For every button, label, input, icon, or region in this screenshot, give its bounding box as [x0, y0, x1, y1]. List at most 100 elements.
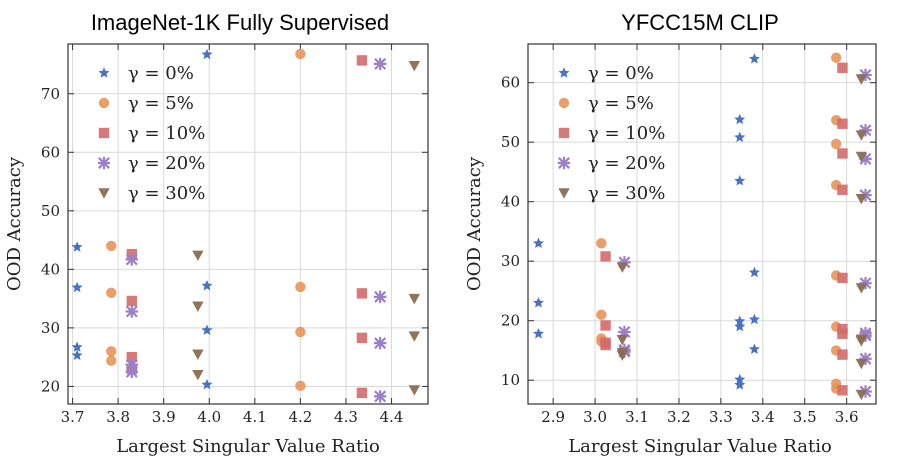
- x-tick-label: 2.9: [541, 408, 565, 426]
- chart-title: YFCC15M CLIP: [621, 10, 779, 35]
- x-tick-label: 3.5: [793, 408, 817, 426]
- data-point: [748, 266, 760, 278]
- data-point: [837, 62, 848, 74]
- legend-marker: [558, 188, 570, 199]
- x-axis-label: Largest Singular Value Ratio: [116, 436, 380, 457]
- data-point: [373, 336, 387, 350]
- data-point: [356, 332, 368, 344]
- data-point: [356, 55, 368, 66]
- x-tick-label: 4.1: [243, 408, 267, 426]
- data-point: [859, 124, 872, 137]
- data-point: [616, 350, 629, 361]
- data-point: [192, 349, 204, 360]
- x-axis-label: Largest Singular Value Ratio: [568, 436, 832, 457]
- x-tick-label: 3.8: [106, 408, 130, 426]
- data-point: [532, 237, 544, 249]
- data-point: [125, 358, 138, 371]
- y-tick-label: 30: [41, 319, 60, 337]
- y-tick-label: 40: [41, 260, 60, 278]
- data-point: [126, 351, 137, 363]
- data-point: [408, 385, 421, 396]
- legend-marker: [98, 67, 110, 78]
- data-point: [734, 315, 746, 326]
- data-point: [106, 346, 117, 357]
- data-point: [71, 281, 83, 293]
- data-point: [859, 152, 872, 166]
- data-point: [532, 327, 544, 339]
- data-point: [734, 320, 746, 332]
- y-tick-label: 20: [501, 312, 520, 330]
- x-tick-label: 3.2: [667, 408, 691, 426]
- legend-marker: [558, 67, 570, 78]
- data-point: [734, 373, 746, 385]
- legend-label: γ = 30%: [588, 183, 665, 204]
- data-point: [837, 184, 848, 195]
- data-point: [855, 389, 868, 401]
- data-point: [71, 349, 83, 361]
- chart-yfcc: YFCC15M CLIP 2.9 3.0 3.1 3.2 3.3 3.4 3.5 3.6 10 20…: [464, 10, 877, 457]
- data-point: [855, 283, 868, 294]
- y-axis-label: OOD Accuracy: [4, 156, 25, 291]
- data-point: [295, 281, 306, 293]
- data-point: [618, 325, 631, 339]
- x-tick-label: 3.0: [583, 408, 607, 426]
- data-point: [596, 309, 607, 320]
- data-point: [616, 335, 629, 346]
- legend-label: γ = 20%: [128, 153, 205, 174]
- x-tick-label: 4.3: [334, 408, 358, 426]
- data-point: [192, 250, 204, 262]
- data-point: [748, 313, 760, 325]
- data-point: [837, 148, 848, 159]
- legend-marker: [97, 156, 111, 170]
- data-point: [596, 238, 607, 249]
- x-tick-label: 4.4: [380, 408, 404, 426]
- data-point: [201, 378, 213, 390]
- data-point: [855, 194, 868, 205]
- data-point: [408, 331, 421, 342]
- x-tick-label: 3.1: [625, 408, 649, 426]
- data-point: [616, 262, 629, 273]
- data-point: [837, 118, 848, 129]
- data-point: [106, 240, 117, 252]
- data-point: [356, 387, 368, 399]
- legend-label: γ = 20%: [588, 153, 665, 174]
- data-point: [192, 370, 204, 381]
- y-tick-label: 50: [41, 202, 60, 220]
- y-tick-label: 20: [41, 377, 60, 395]
- legend-marker: [98, 188, 110, 199]
- x-tick-label: 3.3: [709, 408, 733, 426]
- data-point: [125, 305, 138, 318]
- data-point: [837, 349, 848, 360]
- data-point: [125, 365, 138, 379]
- y-tick-label: 10: [501, 371, 520, 389]
- data-point: [748, 53, 760, 64]
- data-point: [734, 379, 746, 390]
- x-tick-label: 3.4: [751, 408, 775, 426]
- legend-label: γ = 0%: [128, 63, 194, 84]
- data-point: [855, 74, 868, 85]
- legend-label: γ = 30%: [128, 183, 205, 204]
- data-point: [356, 288, 368, 299]
- legend-label: γ = 0%: [588, 63, 654, 84]
- data-point: [373, 290, 387, 304]
- data-point: [295, 48, 306, 60]
- data-point: [830, 138, 842, 150]
- y-tick-label: 70: [41, 85, 60, 103]
- y-tick-label: 60: [501, 74, 520, 92]
- data-point: [373, 390, 387, 403]
- data-point: [295, 380, 306, 392]
- x-tick-label: 4.0: [197, 408, 221, 426]
- data-point: [408, 293, 421, 305]
- data-point: [600, 251, 611, 262]
- y-tick-label: 30: [501, 252, 520, 270]
- legend-label: γ = 10%: [128, 123, 205, 144]
- data-point: [618, 256, 631, 269]
- chart-imagenet: ImageNet-1K Fully Supervised 3.7 3.8 3.9 4.0…: [4, 10, 429, 457]
- data-point: [734, 175, 746, 186]
- data-point: [71, 341, 83, 352]
- legend-marker: [98, 127, 110, 139]
- legend-marker: [558, 127, 570, 139]
- data-point: [855, 130, 868, 141]
- data-point: [201, 48, 213, 60]
